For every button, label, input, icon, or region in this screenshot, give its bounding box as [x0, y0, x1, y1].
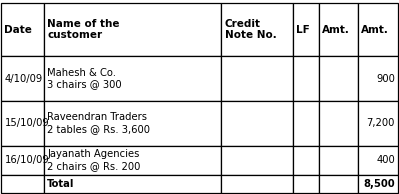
Bar	[319, 101, 358, 146]
Bar	[319, 146, 358, 175]
Bar	[44, 101, 221, 146]
Bar	[358, 56, 398, 101]
Text: 7,200: 7,200	[367, 118, 395, 128]
Bar	[293, 56, 319, 101]
Text: Amt.: Amt.	[361, 25, 389, 35]
Text: LF: LF	[296, 25, 310, 35]
Bar	[1, 146, 44, 175]
Bar	[358, 146, 398, 175]
Bar	[44, 3, 221, 56]
Bar	[1, 175, 44, 193]
Bar	[221, 101, 293, 146]
Text: Date: Date	[4, 25, 32, 35]
Text: Raveendran Traders
2 tables @ Rs. 3,600: Raveendran Traders 2 tables @ Rs. 3,600	[47, 112, 150, 134]
Bar	[1, 101, 44, 146]
Text: Name of the
customer: Name of the customer	[47, 19, 120, 40]
Text: 400: 400	[376, 155, 395, 165]
Text: 900: 900	[376, 74, 395, 84]
Bar	[293, 101, 319, 146]
Bar	[221, 56, 293, 101]
Text: Amt.: Amt.	[322, 25, 350, 35]
Text: Credit
Note No.: Credit Note No.	[225, 19, 277, 40]
Text: Mahesh & Co.
3 chairs @ 300: Mahesh & Co. 3 chairs @ 300	[47, 68, 122, 89]
Bar	[293, 146, 319, 175]
Bar	[44, 146, 221, 175]
Bar	[221, 146, 293, 175]
Bar	[358, 101, 398, 146]
Bar	[221, 175, 293, 193]
Text: 4/10/09: 4/10/09	[4, 74, 43, 84]
Text: Jayanath Agencies
2 chairs @ Rs. 200: Jayanath Agencies 2 chairs @ Rs. 200	[47, 149, 140, 171]
Bar	[44, 175, 221, 193]
Text: Total: Total	[47, 179, 75, 189]
Text: 15/10/09: 15/10/09	[4, 118, 49, 128]
Bar	[358, 175, 398, 193]
Bar	[1, 56, 44, 101]
Bar	[358, 3, 398, 56]
Bar	[319, 56, 358, 101]
Bar	[319, 3, 358, 56]
Bar	[44, 56, 221, 101]
Text: 8,500: 8,500	[363, 179, 395, 189]
Bar	[1, 3, 44, 56]
Bar	[319, 175, 358, 193]
Bar	[293, 175, 319, 193]
Text: 16/10/09: 16/10/09	[4, 155, 49, 165]
Bar	[293, 3, 319, 56]
Bar	[221, 3, 293, 56]
